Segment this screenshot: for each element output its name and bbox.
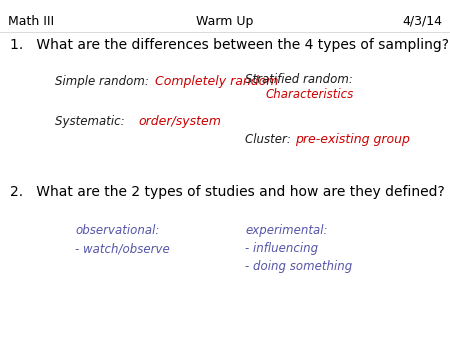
Text: 4/3/14: 4/3/14 [402,15,442,28]
Text: Math III: Math III [8,15,54,28]
Text: Stratified random:: Stratified random: [245,73,353,86]
Text: - doing something: - doing something [245,260,352,273]
Text: 1.   What are the differences between the 4 types of sampling?: 1. What are the differences between the … [10,38,449,52]
Text: Warm Up: Warm Up [196,15,254,28]
Text: Characteristics: Characteristics [265,88,353,101]
Text: - influencing: - influencing [245,242,318,255]
Text: order/system: order/system [138,115,221,128]
Text: Cluster:: Cluster: [245,133,295,146]
Text: pre-existing group: pre-existing group [295,133,410,146]
Text: Systematic:: Systematic: [55,115,128,128]
Text: Simple random:: Simple random: [55,75,153,88]
Text: - watch/observe: - watch/observe [75,242,170,255]
Text: 2.   What are the 2 types of studies and how are they defined?: 2. What are the 2 types of studies and h… [10,185,445,199]
Text: Completely random: Completely random [155,75,279,88]
Text: observational:: observational: [75,224,159,237]
Text: experimental:: experimental: [245,224,328,237]
